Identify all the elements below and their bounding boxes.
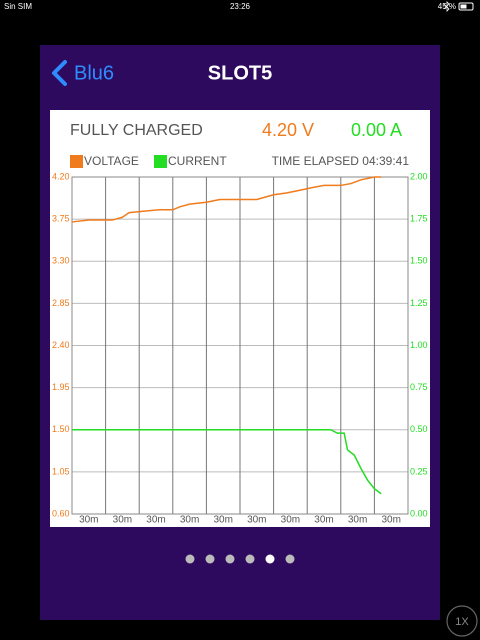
y2-tick-label: 0.25 [410, 466, 428, 476]
x-tick-label: 30m [213, 515, 232, 526]
x-tick-label: 30m [247, 515, 266, 526]
plot: 4.20 3.75 3.30 2.85 2.40 1.95 1.50 1.05 0.60 2.00… [52, 154, 428, 525]
x-tick-label: 30m [381, 515, 400, 526]
y2-tick-label: 0.00 [410, 508, 428, 518]
x-tick-label: 30m [314, 515, 333, 526]
voltage-reading: 4.20 V [262, 120, 314, 140]
y-tick-label: 1.95 [52, 382, 70, 392]
y2-tick-label: 0.50 [410, 424, 428, 434]
series-line [72, 429, 382, 495]
y2-tick-label: 1.25 [410, 298, 428, 308]
current-reading: 0.00 A [351, 120, 402, 140]
y-tick-label: 2.85 [52, 298, 70, 308]
y-tick-label: 4.20 [52, 171, 70, 181]
x-tick-label: 30m [146, 515, 165, 526]
y2-tick-label: 1.75 [410, 214, 428, 224]
y-tick-label: 2.40 [52, 340, 70, 350]
plot-frame [71, 176, 409, 515]
page-dot[interactable] [245, 554, 255, 564]
clock: 23:26 [230, 2, 251, 11]
back-button[interactable]: Blu6 [74, 62, 114, 84]
y-tick-label: 0.60 [52, 508, 70, 518]
page-dot[interactable] [225, 554, 235, 564]
x-tick-label: 30m [79, 515, 98, 526]
page-dot[interactable] [205, 554, 215, 564]
battery-icon [458, 2, 474, 11]
y2-tick-label: 1.50 [410, 256, 428, 266]
y-tick-label: 1.50 [52, 424, 70, 434]
x-tick-label: 30m [113, 515, 132, 526]
x-tick-label: 30m [348, 515, 367, 526]
back-chevron[interactable] [52, 60, 67, 86]
page-dot[interactable] [185, 554, 195, 564]
time-elapsed: TIME ELAPSED 04:39:41 [272, 154, 410, 168]
y-tick-label: 3.30 [52, 256, 70, 266]
battery-fill [460, 4, 467, 9]
page-dot[interactable] [285, 554, 295, 564]
series-line [71, 176, 382, 223]
y2-tick-label: 2.00 [410, 171, 428, 181]
y-tick-label: 1.05 [52, 466, 70, 476]
page-dot-active[interactable] [265, 554, 275, 564]
y2-tick-label: 1.00 [410, 340, 428, 350]
legend-swatch [154, 155, 167, 168]
bluetooth-icon [443, 1, 450, 12]
y2-tick-label: 0.75 [410, 382, 428, 392]
carrier: Sin SIM [4, 2, 32, 11]
y-tick-label: 3.75 [52, 214, 70, 224]
speed-button[interactable] [446, 605, 478, 637]
x-tick-label: 30m [180, 515, 199, 526]
legend-label: VOLTAGE [84, 154, 139, 168]
page-title: SLOT5 [208, 62, 272, 84]
speed-label[interactable]: 1X [455, 616, 469, 628]
charge-status: FULLY CHARGED [70, 122, 203, 139]
legend-label: CURRENT [168, 154, 227, 168]
x-tick-label: 30m [281, 515, 300, 526]
legend-swatch [70, 155, 83, 168]
